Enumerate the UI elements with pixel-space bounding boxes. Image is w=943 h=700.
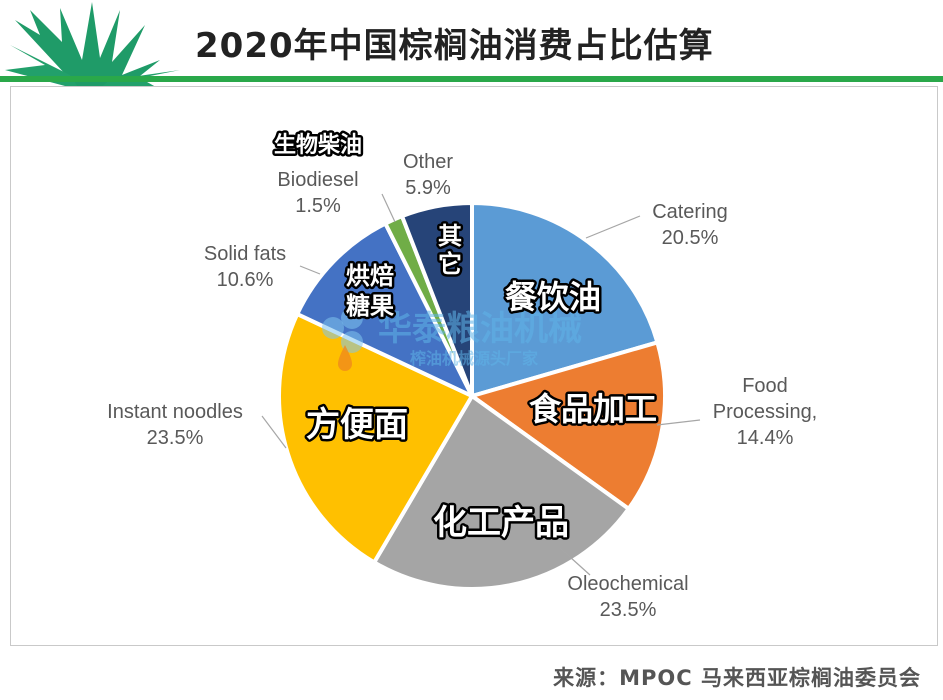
- pie-slices: [277, 200, 667, 591]
- watermark-logo-icon: [322, 307, 363, 371]
- slice-name-instant_noodles: Instant noodles: [107, 401, 243, 423]
- watermark-text: 华泰粮油机械: [378, 309, 582, 349]
- pie-slice-instant_noodles: [277, 311, 475, 566]
- pie-slice-solid_fats: [294, 220, 477, 401]
- slice-zh-label-solid_fats: 烘焙: [346, 262, 394, 290]
- watermark: 华泰粮油机械 榨油机械源头厂家: [322, 307, 582, 371]
- slice-zh-label-other: 其: [438, 222, 462, 250]
- leader-line-biodiesel: [381, 193, 396, 223]
- slice-value-oleochemical: 23.5%: [600, 599, 657, 621]
- slice-name-food_processing: Food: [742, 375, 788, 397]
- slice-zh-label-food_processing: 食品加工: [529, 390, 657, 428]
- pie-slice-oleochemical: [371, 393, 632, 591]
- slice-zh-label-other: 它: [438, 250, 462, 278]
- slice-zh-label-biodiesel: 生物柴油: [274, 132, 362, 158]
- slice-name-solid_fats: Solid fats: [204, 243, 286, 265]
- slice-value-other: 5.9%: [405, 177, 451, 199]
- slice-zh-label-catering: 餐饮油: [505, 278, 601, 316]
- slice-zh-label-oleochemical: 化工产品: [433, 503, 569, 543]
- slice-value-catering: 20.5%: [662, 227, 719, 249]
- slice-value-food_processing: 14.4%: [737, 427, 794, 449]
- slice-value-biodiesel: 1.5%: [295, 195, 341, 217]
- slice-name-food_processing: Processing,: [713, 401, 818, 423]
- slice-value-instant_noodles: 23.5%: [147, 427, 204, 449]
- slice-name-biodiesel: Biodiesel: [277, 169, 358, 191]
- watermark-subtext: 榨油机械源头厂家: [410, 349, 539, 368]
- slice-name-oleochemical: Oleochemical: [567, 573, 688, 595]
- slice-zh-label-solid_fats: 糖果: [346, 292, 394, 320]
- title-underline: [0, 76, 943, 82]
- leader-lines: [261, 193, 701, 576]
- source-note: 来源：MPOC 马来西亚棕榈油委员会: [553, 666, 921, 690]
- slice-value-solid_fats: 10.6%: [217, 269, 274, 291]
- slice-zh-label-instant_noodles: 方便面: [306, 405, 408, 445]
- slice-name-catering: Catering: [652, 201, 728, 223]
- pie-slice-food_processing: [467, 339, 667, 512]
- slice-labels: Catering 20.5% 餐饮油 Food Processing, 14.4% 食品加工…: [107, 130, 818, 622]
- pie-slice-catering: [470, 200, 660, 399]
- page-title: 2020年中国棕榈油消费占比估算: [195, 26, 714, 66]
- leader-line-food_processing: [656, 419, 701, 426]
- pie-slice-other: [399, 200, 474, 397]
- slice-name-other: Other: [403, 151, 453, 173]
- leader-line-oleochemical: [559, 547, 591, 576]
- leader-line-catering: [585, 215, 641, 239]
- leader-line-solid_fats: [299, 265, 321, 275]
- leader-line-instant_noodles: [261, 415, 287, 449]
